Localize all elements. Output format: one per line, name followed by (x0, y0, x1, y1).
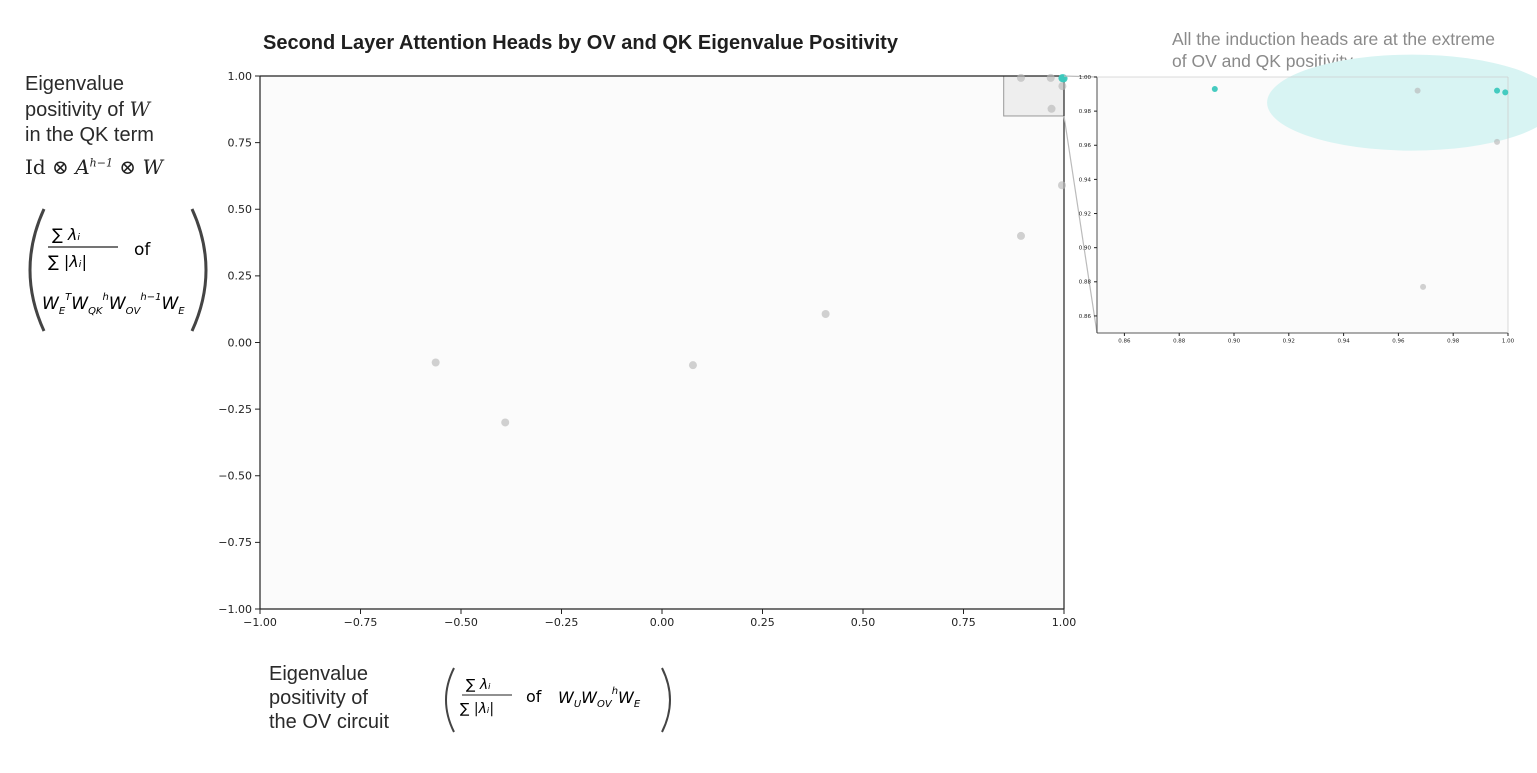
attention-head-point (1047, 104, 1056, 113)
y-axis-label: Eigenvalue positivity of W in the QK ter… (25, 72, 225, 148)
w-symbol: W (142, 155, 163, 179)
right-paren (190, 208, 208, 332)
x-fraction-denominator: ∑ |λᵢ| (460, 701, 494, 717)
attention-head-point (821, 309, 830, 318)
qk-matrix-expression: WETWQKhWOVh−1WE (42, 292, 185, 317)
y-axis-label-line3: in the QK term (25, 124, 154, 146)
x-fraction-numerator: ∑ λᵢ (466, 677, 491, 693)
main-x-tick-label: 0.75 (951, 616, 976, 629)
fraction-of: of (134, 240, 151, 260)
main-y-tick-label: −0.75 (218, 536, 252, 549)
inset-x-tick-label: 0.94 (1337, 339, 1350, 345)
main-plot-area (260, 76, 1064, 609)
attention-head-point (1046, 73, 1055, 82)
attention-head-point (431, 358, 440, 367)
y-axis-label-line1: Eigenvalue (25, 73, 124, 95)
inset-y-tick-label: 0.88 (1079, 280, 1092, 286)
attention-head-point (1016, 73, 1025, 82)
main-y-tick-label: −0.50 (218, 470, 252, 483)
main-y-tick-label: −1.00 (218, 603, 252, 616)
identity-symbol: Id (25, 155, 46, 179)
inset-y-tick-label: 0.98 (1079, 109, 1092, 115)
zoom-region-box (1003, 75, 1065, 117)
inset-scatter-chart: 0.86 0.88 0.90 0.92 0.94 0.96 0.98 1.00 0.86 0.88… (1079, 54, 1537, 345)
inset-y-tick-label: 0.86 (1079, 314, 1092, 320)
zoom-connector-bottom (1063, 115, 1098, 334)
fraction-numerator: ∑ λᵢ (52, 225, 80, 244)
attention-head-point (1057, 181, 1066, 190)
main-x-tick-label: −0.50 (444, 616, 478, 629)
left-paren (28, 208, 46, 332)
main-x-tick-label: −0.25 (545, 616, 579, 629)
main-y-tick-label: −0.25 (218, 403, 252, 416)
inset-y-tick-label: 0.94 (1079, 177, 1092, 183)
zoom-connector (1063, 75, 1098, 334)
attention-head-point (1414, 87, 1421, 94)
attention-head-point (501, 418, 510, 427)
induction-head-point (1502, 89, 1509, 96)
x-axis-eigenvalue-fraction: ∑ λᵢ ∑ |λᵢ| of WUWOVhWE (445, 667, 671, 733)
fraction-denominator: ∑ |λᵢ| (48, 252, 87, 271)
x-fraction-of: of (526, 687, 542, 706)
y-axis-label-line2-text: positivity of (25, 99, 130, 121)
induction-head-point (1494, 87, 1501, 94)
ov-matrix-expression: WUWOVhWE (558, 686, 641, 710)
y-axis-label-w: W (129, 97, 151, 121)
main-x-tick-label: −1.00 (243, 616, 277, 629)
main-y-tick-label: 0.75 (228, 136, 253, 149)
inset-x-tick-label: 0.92 (1283, 339, 1295, 345)
inset-plot-area (1097, 77, 1508, 333)
induction-head-point (1058, 74, 1067, 83)
main-y-tick-label: 0.50 (228, 203, 253, 216)
main-x-tick-label: −0.75 (344, 616, 378, 629)
induction-head-point (1211, 85, 1218, 92)
x-axis-label-line2: positivity of (269, 687, 368, 709)
y-axis-label-line2: positivity of W (25, 97, 225, 123)
attention-symbol: Ah−1 (75, 155, 113, 179)
zoom-connector-top (1063, 75, 1098, 78)
inset-x-tick-label: 1.00 (1502, 339, 1515, 345)
inset-y-tick-label: 1.00 (1079, 75, 1092, 81)
attention-head-point (1494, 138, 1501, 145)
inset-y-tick-label: 0.92 (1079, 211, 1091, 217)
inset-x-tick-label: 0.88 (1173, 339, 1186, 345)
inset-x-tick-label: 0.90 (1228, 339, 1241, 345)
attention-head-point (1058, 82, 1067, 91)
inset-y-tick-label: 0.90 (1079, 246, 1092, 252)
x-axis-label-line1: Eigenvalue (269, 663, 368, 685)
x-axis-label-line3: the OV circuit (269, 711, 390, 733)
main-y-tick-label: 1.00 (228, 70, 253, 83)
y-axis-formula: Id ⊗ Ah−1 ⊗ W (25, 155, 163, 179)
main-y-tick-label: 0.00 (228, 336, 253, 349)
inset-y-tick-label: 0.96 (1079, 143, 1092, 149)
y-axis-eigenvalue-fraction: ∑ λᵢ ∑ |λᵢ| of WETWQKhWOVh−1WE (28, 208, 208, 332)
main-y-tick-label: 0.25 (228, 270, 253, 283)
main-scatter-chart: −1.00 −0.75 −0.50 −0.25 0.00 0.25 0.50 0.75 1.00… (218, 70, 1076, 629)
x-left-paren (445, 667, 455, 733)
inset-x-tick-label: 0.86 (1118, 339, 1131, 345)
x-right-paren (661, 667, 671, 733)
attention-head-point (1420, 283, 1427, 290)
chart-title: Second Layer Attention Heads by OV and Q… (263, 32, 898, 54)
attention-head-point (688, 361, 697, 370)
main-x-tick-label: 0.25 (750, 616, 775, 629)
induction-head-point (1059, 74, 1068, 83)
main-x-tick-label: 0.50 (851, 616, 876, 629)
main-x-tick-label: 1.00 (1052, 616, 1077, 629)
inset-annotation: All the induction heads are at the extre… (1172, 29, 1495, 71)
main-x-tick-label: 0.00 (650, 616, 675, 629)
x-axis-label: Eigenvalue positivity of the OV circuit (269, 662, 439, 734)
inset-x-tick-label: 0.98 (1447, 339, 1460, 345)
inset-x-tick-label: 0.96 (1392, 339, 1405, 345)
attention-head-point (1016, 231, 1025, 240)
